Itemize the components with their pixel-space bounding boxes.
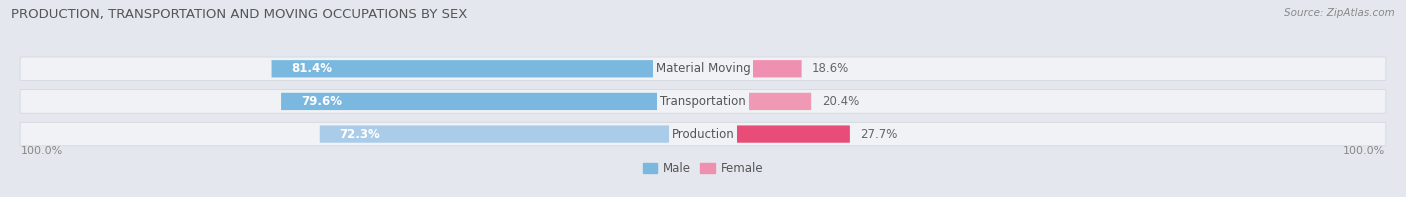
FancyBboxPatch shape	[319, 125, 703, 143]
FancyBboxPatch shape	[20, 57, 1386, 81]
FancyBboxPatch shape	[703, 93, 811, 110]
FancyBboxPatch shape	[281, 93, 703, 110]
Text: 79.6%: 79.6%	[301, 95, 342, 108]
Text: 81.4%: 81.4%	[291, 62, 332, 75]
Text: Material Moving: Material Moving	[655, 62, 751, 75]
FancyBboxPatch shape	[271, 60, 703, 77]
Text: PRODUCTION, TRANSPORTATION AND MOVING OCCUPATIONS BY SEX: PRODUCTION, TRANSPORTATION AND MOVING OC…	[11, 8, 468, 21]
Legend: Male, Female: Male, Female	[638, 157, 768, 180]
FancyBboxPatch shape	[20, 90, 1386, 113]
Text: 100.0%: 100.0%	[1343, 146, 1385, 156]
Text: 100.0%: 100.0%	[21, 146, 63, 156]
Text: Production: Production	[672, 128, 734, 141]
FancyBboxPatch shape	[20, 122, 1386, 146]
Text: Source: ZipAtlas.com: Source: ZipAtlas.com	[1284, 8, 1395, 18]
Text: 20.4%: 20.4%	[821, 95, 859, 108]
Text: 72.3%: 72.3%	[340, 128, 381, 141]
Text: 18.6%: 18.6%	[813, 62, 849, 75]
FancyBboxPatch shape	[703, 125, 849, 143]
Text: 27.7%: 27.7%	[860, 128, 898, 141]
FancyBboxPatch shape	[703, 60, 801, 77]
Text: Transportation: Transportation	[661, 95, 745, 108]
